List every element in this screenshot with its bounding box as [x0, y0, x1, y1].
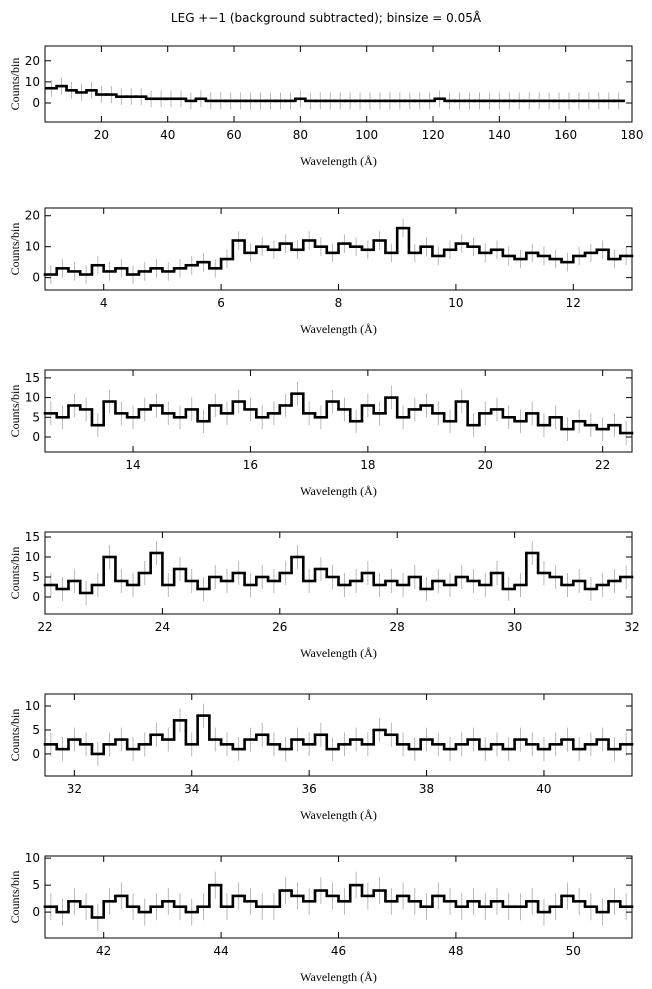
x-tick-label: 26 — [272, 620, 287, 634]
x-tick-label: 20 — [94, 128, 109, 142]
x-tick-label: 28 — [390, 620, 405, 634]
x-tick-label: 6 — [217, 296, 225, 310]
x-tick-label: 18 — [360, 458, 375, 472]
x-tick-label: 14 — [125, 458, 140, 472]
plot-frame — [44, 369, 633, 453]
y-tick-label: 20 — [25, 209, 40, 223]
plot-frame — [44, 531, 633, 615]
x-tick-label: 22 — [37, 620, 52, 634]
x-tick-label: 140 — [488, 128, 511, 142]
x-tick-label: 4 — [100, 296, 108, 310]
x-tick-label: 80 — [293, 128, 308, 142]
y-axis-label: Counts/bin — [8, 547, 22, 600]
x-tick-label: 40 — [536, 782, 551, 796]
y-tick-label: 0 — [32, 430, 40, 444]
x-tick-label: 44 — [213, 944, 228, 958]
x-tick-label: 32 — [67, 782, 82, 796]
x-tick-label: 34 — [184, 782, 199, 796]
y-tick-label: 10 — [25, 240, 40, 254]
y-tick-label: 15 — [25, 371, 40, 385]
x-tick-label: 24 — [155, 620, 170, 634]
x-tick-label: 20 — [478, 458, 493, 472]
y-tick-label: 5 — [32, 410, 40, 424]
y-tick-label: 0 — [32, 747, 40, 761]
y-tick-label: 5 — [32, 878, 40, 892]
y-tick-label: 0 — [32, 905, 40, 919]
plot-frame — [44, 45, 633, 123]
x-tick-label: 30 — [507, 620, 522, 634]
x-tick-label: 50 — [566, 944, 581, 958]
y-tick-label: 5 — [32, 723, 40, 737]
y-axis-label: Counts/bin — [8, 223, 22, 276]
y-tick-label: 0 — [32, 96, 40, 110]
x-tick-label: 40 — [160, 128, 175, 142]
y-axis-label: Counts/bin — [8, 385, 22, 438]
x-tick-label: 180 — [621, 128, 644, 142]
chart-title: LEG +−1 (background subtracted); binsize… — [171, 10, 482, 25]
x-tick-label: 10 — [448, 296, 463, 310]
y-tick-label: 10 — [25, 851, 40, 865]
y-tick-label: 0 — [32, 590, 40, 604]
y-tick-label: 20 — [25, 54, 40, 68]
x-tick-label: 46 — [331, 944, 346, 958]
y-tick-label: 10 — [25, 550, 40, 564]
x-axis-label: Wavelength (Å) — [300, 322, 377, 336]
x-tick-label: 12 — [566, 296, 581, 310]
x-tick-label: 120 — [422, 128, 445, 142]
x-tick-label: 100 — [355, 128, 378, 142]
x-tick-label: 36 — [302, 782, 317, 796]
x-tick-label: 48 — [448, 944, 463, 958]
x-tick-label: 16 — [243, 458, 258, 472]
y-axis-label: Counts/bin — [8, 709, 22, 762]
plot-frame — [44, 693, 633, 777]
x-axis-label: Wavelength (Å) — [300, 484, 377, 498]
y-tick-label: 10 — [25, 699, 40, 713]
y-axis-label: Counts/bin — [8, 871, 22, 924]
x-tick-label: 42 — [96, 944, 111, 958]
x-tick-label: 8 — [335, 296, 343, 310]
x-axis-label: Wavelength (Å) — [300, 646, 377, 660]
x-tick-label: 60 — [226, 128, 241, 142]
x-axis-label: Wavelength (Å) — [300, 970, 377, 984]
x-axis-label: Wavelength (Å) — [300, 154, 377, 168]
y-axis-label: Counts/bin — [8, 58, 22, 111]
x-tick-label: 160 — [554, 128, 577, 142]
y-tick-label: 10 — [25, 391, 40, 405]
x-tick-label: 32 — [624, 620, 639, 634]
x-tick-label: 22 — [595, 458, 610, 472]
y-tick-label: 5 — [32, 570, 40, 584]
x-axis-label: Wavelength (Å) — [300, 808, 377, 822]
y-tick-label: 15 — [25, 530, 40, 544]
x-tick-label: 38 — [419, 782, 434, 796]
y-tick-label: 0 — [32, 271, 40, 285]
y-tick-label: 10 — [25, 75, 40, 89]
